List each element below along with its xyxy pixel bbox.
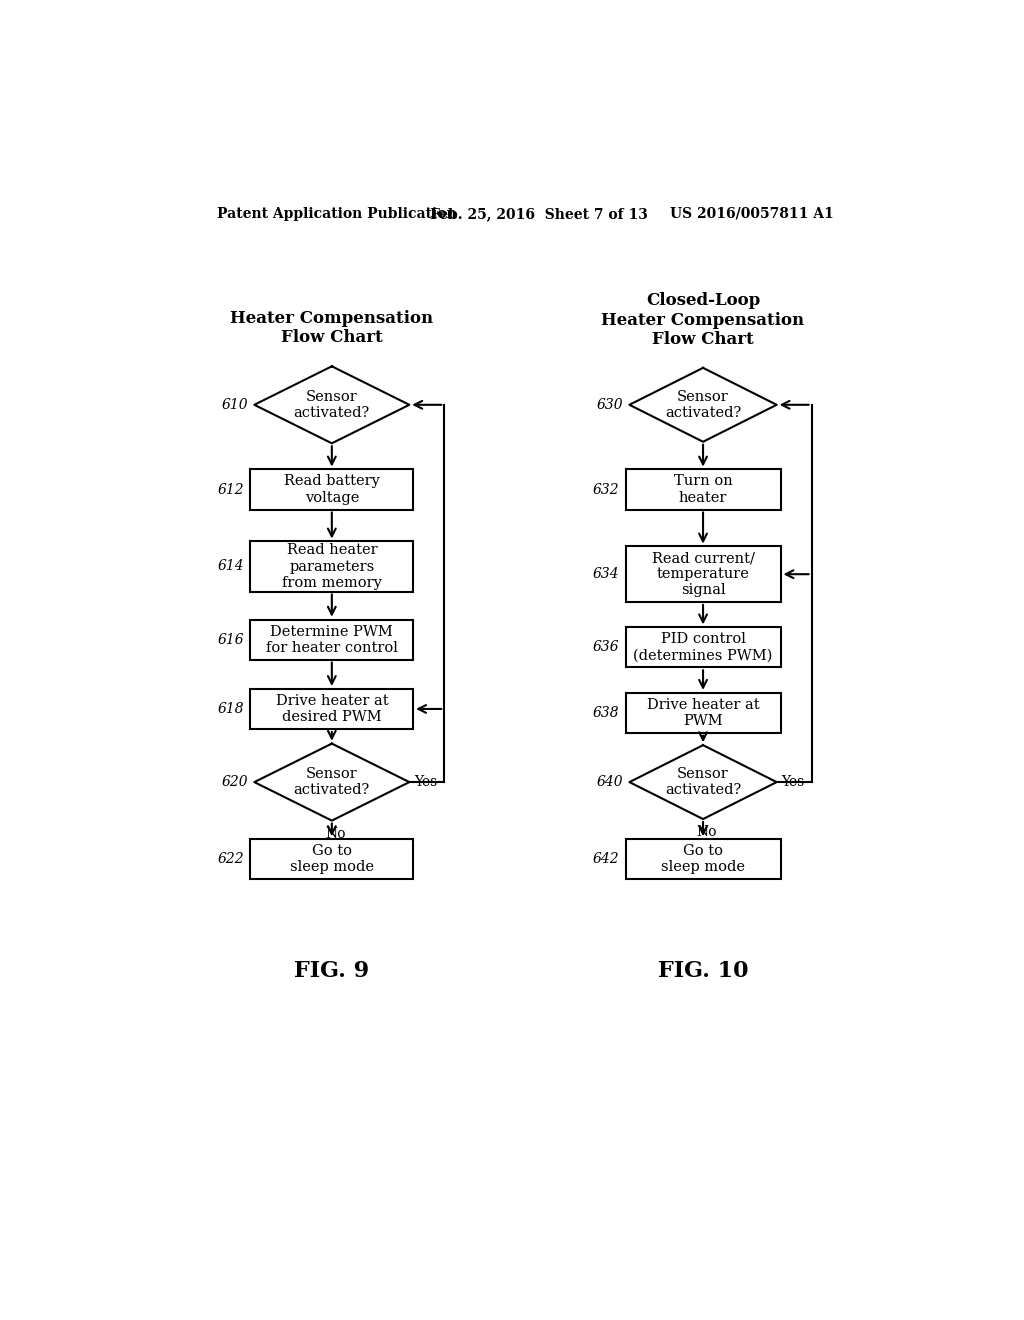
Text: Closed-Loop
Heater Compensation
Flow Chart: Closed-Loop Heater Compensation Flow Cha… (601, 292, 805, 348)
Text: Read battery
voltage: Read battery voltage (284, 474, 380, 504)
Text: 642: 642 (593, 853, 620, 866)
Bar (626, 840, 780, 879)
Text: US 2016/0057811 A1: US 2016/0057811 A1 (671, 207, 835, 220)
Text: Sensor
activated?: Sensor activated? (665, 389, 741, 420)
Text: 622: 622 (218, 853, 245, 866)
Text: 634: 634 (593, 568, 620, 581)
Bar (626, 470, 780, 510)
Text: Patent Application Publication: Patent Application Publication (217, 207, 457, 220)
Text: Yes: Yes (781, 775, 805, 789)
Text: Turn on
heater: Turn on heater (674, 474, 732, 504)
Bar (251, 470, 414, 510)
Text: FIG. 9: FIG. 9 (294, 960, 370, 982)
Text: FIG. 10: FIG. 10 (657, 960, 749, 982)
Text: Sensor
activated?: Sensor activated? (294, 767, 370, 797)
Text: Read current/
temperature
signal: Read current/ temperature signal (651, 550, 755, 598)
Text: Go to
sleep mode: Go to sleep mode (662, 843, 745, 874)
Text: 616: 616 (218, 632, 245, 647)
Text: No: No (326, 826, 346, 841)
Text: Sensor
activated?: Sensor activated? (294, 389, 370, 420)
Bar (626, 693, 780, 733)
Text: 638: 638 (593, 706, 620, 719)
Bar (251, 840, 414, 879)
Text: 636: 636 (593, 640, 620, 655)
Text: Heater Compensation
Flow Chart: Heater Compensation Flow Chart (230, 309, 433, 346)
Text: 614: 614 (218, 560, 245, 573)
Text: 610: 610 (221, 397, 248, 412)
Text: Sensor
activated?: Sensor activated? (665, 767, 741, 797)
Text: Read heater
parameters
from memory: Read heater parameters from memory (282, 544, 382, 590)
Bar (251, 619, 414, 660)
Text: 612: 612 (218, 483, 245, 496)
Text: 640: 640 (597, 775, 624, 789)
Text: 630: 630 (597, 397, 624, 412)
Text: Drive heater at
PWM: Drive heater at PWM (647, 698, 760, 727)
Bar (251, 541, 414, 591)
Text: 618: 618 (218, 702, 245, 715)
Text: Determine PWM
for heater control: Determine PWM for heater control (266, 624, 397, 655)
Text: Go to
sleep mode: Go to sleep mode (290, 843, 374, 874)
Bar (626, 627, 780, 668)
Bar (626, 546, 780, 602)
Text: 632: 632 (593, 483, 620, 496)
Text: 620: 620 (221, 775, 248, 789)
Text: PID control
(determines PWM): PID control (determines PWM) (634, 632, 773, 663)
Text: Yes: Yes (414, 775, 437, 789)
Text: Feb. 25, 2016  Sheet 7 of 13: Feb. 25, 2016 Sheet 7 of 13 (430, 207, 648, 220)
Text: No: No (696, 825, 717, 840)
Text: Drive heater at
desired PWM: Drive heater at desired PWM (275, 694, 388, 725)
Bar (251, 689, 414, 729)
